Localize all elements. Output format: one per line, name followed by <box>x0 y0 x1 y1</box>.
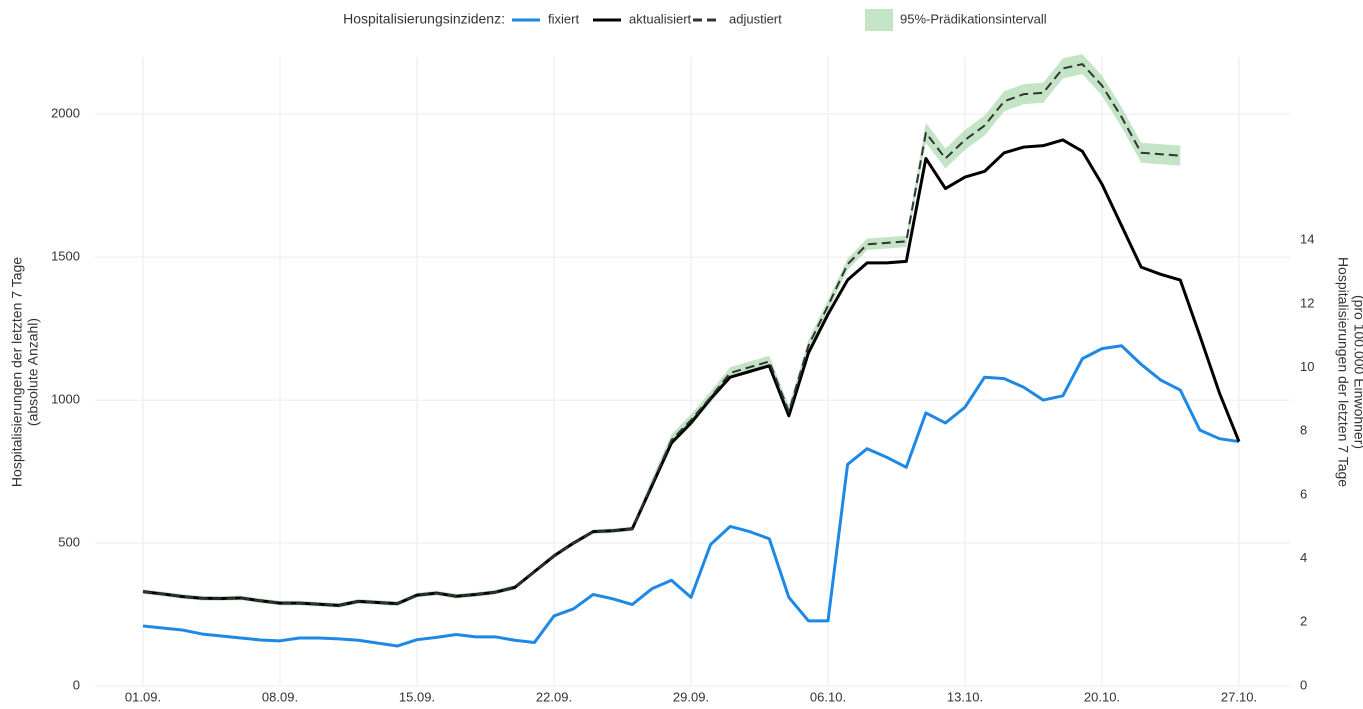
x-tick-label: 27.10. <box>1221 689 1257 704</box>
line-series <box>142 344 1240 648</box>
y2-tick-label: 6 <box>1300 486 1307 501</box>
y-tick-label: 1500 <box>51 249 80 264</box>
y-tick-label: 0 <box>73 677 80 692</box>
x-tick-label: 15.09. <box>399 689 435 704</box>
y2-tick-label: 14 <box>1300 232 1314 247</box>
x-tick-label: 01.09. <box>125 689 161 704</box>
prediction-band <box>143 54 1181 608</box>
x-tick-label: 22.09. <box>536 689 572 704</box>
y2-tick-label: 10 <box>1300 359 1314 374</box>
legend-label: 95%-Prädikationsintervall <box>900 11 1047 26</box>
y-axis-title: (absolute Anzahl) <box>25 318 41 426</box>
x-tick-label: 06.10. <box>810 689 846 704</box>
legend-label: adjustiert <box>729 11 782 26</box>
y-tick-label: 1000 <box>51 392 80 407</box>
y2-tick-label: 2 <box>1300 614 1307 629</box>
legend-label: fixiert <box>548 11 579 26</box>
y2-tick-label: 0 <box>1300 677 1307 692</box>
y-tick-label: 500 <box>58 534 80 549</box>
y2-tick-label: 12 <box>1300 295 1314 310</box>
x-tick-label: 29.09. <box>673 689 709 704</box>
y2-tick-label: 8 <box>1300 423 1307 438</box>
y2-axis-title: Hospitalisierungen der letzten 7 Tage <box>1335 257 1351 487</box>
y2-tick-label: 4 <box>1300 550 1307 565</box>
x-tick-label: 13.10. <box>947 689 983 704</box>
x-tick-label: 08.09. <box>262 689 298 704</box>
legend-title: Hospitalisierungsinzidenz: <box>343 11 505 27</box>
legend-label: aktualisiert <box>629 11 692 26</box>
y2-axis-title: (pro 100.000 Einwohner) <box>1351 295 1363 449</box>
x-tick-label: 20.10. <box>1084 689 1120 704</box>
legend-swatch <box>865 9 893 31</box>
line-series <box>142 63 1181 607</box>
y-tick-label: 2000 <box>51 106 80 121</box>
y-axis-title: Hospitalisierungen der letzten 7 Tage <box>9 257 25 487</box>
